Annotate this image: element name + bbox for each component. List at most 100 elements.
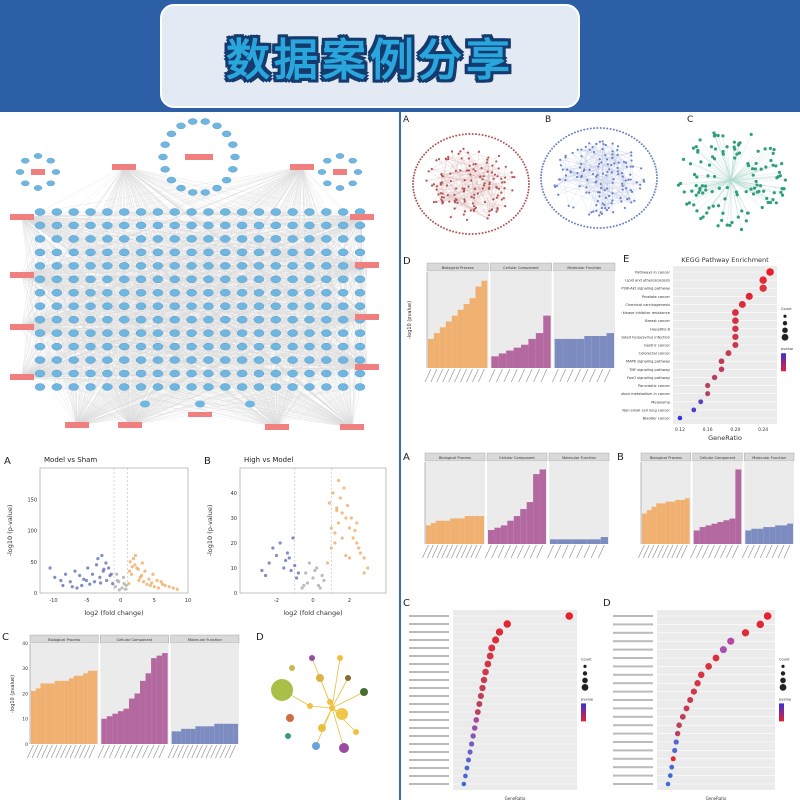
data-point bbox=[329, 546, 333, 550]
go-bar-chart-c: C-log10 (pvalue)Biological Process Cellul… bbox=[2, 632, 240, 759]
network-node bbox=[468, 164, 471, 167]
data-point bbox=[284, 558, 288, 563]
network-node bbox=[169, 356, 180, 364]
legend-size-dot bbox=[782, 321, 788, 326]
network-node bbox=[760, 205, 764, 210]
network-edge bbox=[225, 166, 303, 280]
data-point bbox=[473, 717, 480, 723]
data-point bbox=[135, 566, 139, 570]
data-point bbox=[137, 578, 141, 583]
x-tick-label bbox=[119, 744, 127, 759]
data-point bbox=[143, 569, 147, 573]
x-tick-label bbox=[488, 368, 496, 383]
network-edge bbox=[76, 211, 91, 426]
data-point bbox=[756, 620, 764, 629]
data-point bbox=[679, 713, 686, 720]
network-edge bbox=[276, 386, 310, 428]
y-tick-label: FoxO signaling pathway bbox=[627, 376, 671, 380]
network-edge bbox=[612, 151, 637, 183]
network-node bbox=[465, 218, 469, 221]
network-edge bbox=[456, 180, 472, 189]
x-tick-label bbox=[581, 368, 589, 383]
network-node bbox=[220, 248, 231, 257]
network-node bbox=[557, 193, 560, 196]
data-point bbox=[331, 491, 335, 495]
network-edge bbox=[570, 172, 590, 193]
bar bbox=[729, 518, 736, 544]
network-node bbox=[624, 179, 627, 182]
y-axis-label: -log10 (p-value) bbox=[6, 505, 14, 557]
network-edge bbox=[21, 319, 175, 378]
network-node bbox=[321, 315, 332, 324]
network-node bbox=[642, 178, 645, 181]
network-node bbox=[721, 152, 725, 156]
network-node bbox=[169, 315, 180, 324]
network-node bbox=[220, 356, 231, 364]
network-node bbox=[463, 200, 466, 203]
network-node bbox=[321, 235, 332, 243]
network-node bbox=[617, 173, 620, 176]
network-edge bbox=[21, 216, 175, 320]
network-edge bbox=[461, 158, 492, 211]
network-panel-c: C bbox=[676, 115, 788, 232]
data-point bbox=[677, 415, 683, 421]
network-edge bbox=[90, 166, 303, 374]
data-point bbox=[48, 566, 52, 570]
network-node bbox=[253, 248, 265, 257]
data-point bbox=[705, 391, 711, 397]
network-node bbox=[735, 193, 739, 197]
y-tick-label bbox=[613, 640, 653, 643]
data-point bbox=[320, 573, 324, 578]
network-edge bbox=[446, 159, 498, 210]
network-edge bbox=[21, 274, 91, 374]
network-node bbox=[469, 173, 472, 176]
data-point bbox=[344, 553, 348, 558]
network-edge bbox=[129, 306, 310, 426]
data-point bbox=[313, 568, 317, 573]
network-edge bbox=[570, 171, 627, 189]
network-node bbox=[119, 235, 130, 243]
network-edge bbox=[556, 155, 632, 186]
bubble-node bbox=[285, 733, 291, 739]
x-tick-label bbox=[525, 368, 533, 383]
network-node bbox=[186, 315, 197, 324]
data-point bbox=[329, 526, 333, 530]
data-point bbox=[338, 496, 342, 500]
network-node bbox=[203, 302, 214, 310]
network-target-box bbox=[355, 262, 379, 268]
network-node bbox=[576, 175, 579, 179]
network-edge bbox=[56, 225, 78, 426]
network-edge bbox=[129, 373, 293, 426]
y-tick-label bbox=[613, 682, 653, 685]
network-node bbox=[455, 231, 458, 234]
y-tick-label bbox=[613, 648, 653, 651]
network-node bbox=[321, 289, 332, 297]
x-tick-label bbox=[147, 744, 155, 759]
network-node bbox=[152, 383, 164, 391]
network-edge bbox=[580, 163, 605, 191]
network-node bbox=[463, 187, 466, 190]
network-node bbox=[253, 275, 265, 284]
network-node bbox=[253, 329, 265, 337]
network-edge bbox=[713, 179, 732, 207]
network-node bbox=[434, 143, 437, 146]
data-point bbox=[318, 586, 322, 590]
network-edge bbox=[301, 166, 361, 388]
bar bbox=[233, 723, 238, 744]
network-node bbox=[102, 342, 113, 351]
network-target-box bbox=[31, 169, 45, 175]
network-node bbox=[68, 369, 79, 378]
network-node bbox=[558, 178, 562, 181]
network-edge bbox=[21, 216, 276, 361]
network-node bbox=[586, 226, 589, 229]
network-node bbox=[85, 342, 96, 351]
network-node bbox=[412, 188, 415, 191]
network-edge bbox=[599, 143, 613, 216]
network-edge bbox=[696, 179, 732, 211]
data-point bbox=[117, 588, 121, 592]
network-edge bbox=[447, 195, 488, 219]
bubble-node bbox=[271, 679, 293, 701]
network-node bbox=[777, 170, 782, 175]
network-node bbox=[652, 160, 655, 163]
bubble-edges bbox=[281, 657, 365, 749]
